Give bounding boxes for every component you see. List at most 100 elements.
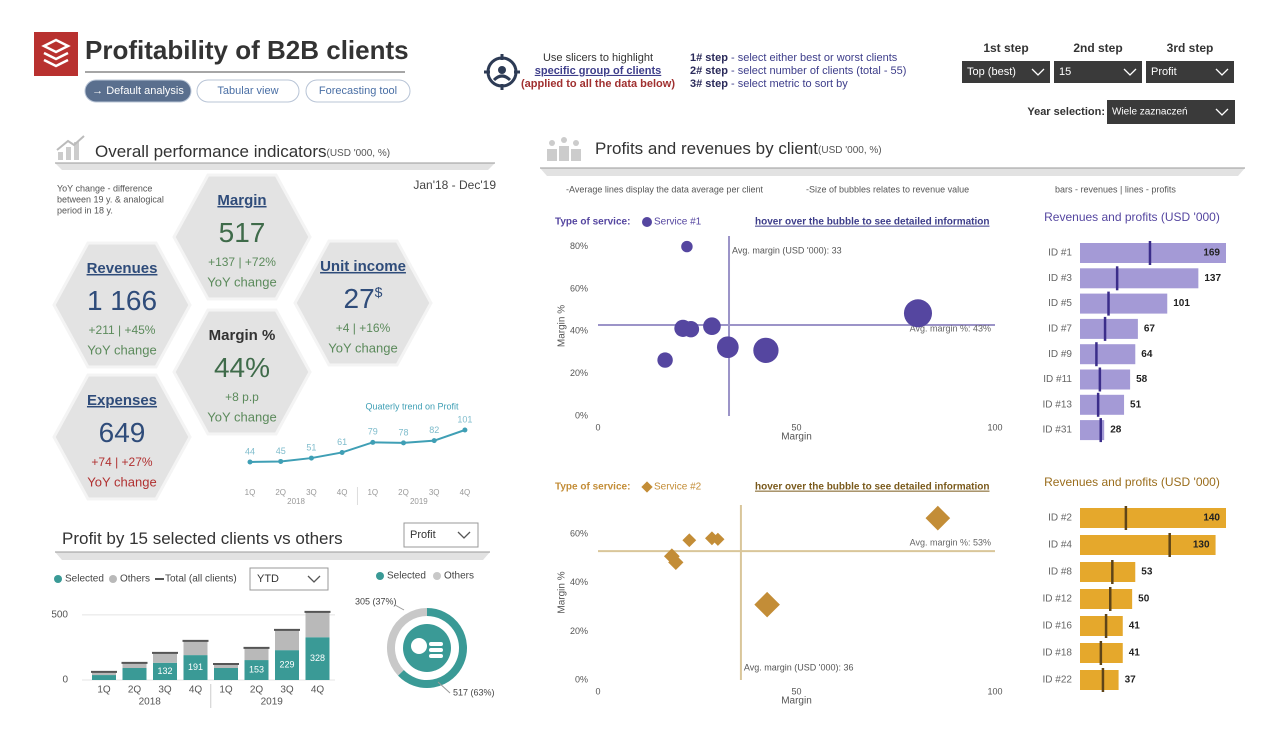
chevron	[307, 575, 321, 583]
tab[interactable]	[196, 79, 300, 103]
trend-title: Quaterly trend on Profit	[365, 401, 459, 411]
coin-stack	[429, 642, 443, 646]
kpi-note: YoY change	[328, 340, 397, 355]
step-text: - select number of clients (total - 55)	[728, 65, 907, 77]
slicer[interactable]	[1146, 61, 1234, 83]
bubble[interactable]	[682, 533, 697, 548]
period: Jan'18 - Dec'19	[413, 178, 496, 192]
bubble[interactable]	[716, 336, 739, 359]
tab-label[interactable]: Tabular view	[217, 85, 278, 97]
bubble[interactable]	[903, 299, 933, 328]
bar	[1080, 344, 1136, 365]
bar-segment	[153, 662, 177, 680]
kpi-hex	[293, 239, 433, 367]
legend-marker	[433, 572, 441, 580]
trend-label: 51	[306, 442, 316, 452]
logo-icon	[41, 38, 71, 68]
bubble[interactable]	[682, 320, 700, 338]
y-axis-label: Margin %	[557, 305, 568, 347]
bar-segment	[244, 660, 269, 680]
bubble[interactable]	[681, 240, 693, 253]
bar-label: 132	[157, 666, 172, 676]
icon-body	[571, 149, 581, 161]
category-label: ID #31	[1043, 425, 1073, 436]
year-slicer[interactable]	[1107, 100, 1235, 124]
hint-line: specific group of clients	[535, 65, 662, 77]
bar-segment	[214, 663, 238, 669]
tab-label[interactable]: Forecasting tool	[319, 85, 397, 97]
hover-link[interactable]: hover over the bubble to see detailed in…	[755, 482, 989, 493]
bubble[interactable]	[754, 591, 780, 618]
bubble[interactable]	[657, 352, 673, 368]
icon-line	[56, 135, 85, 151]
bar-segment	[275, 650, 299, 680]
category-label: ID #3	[1048, 273, 1072, 284]
section-title-text: Profit by 15 selected clients vs others	[62, 529, 343, 548]
bar	[1080, 243, 1226, 263]
kpi-change: +8 p.p	[225, 390, 259, 404]
donut-slice	[387, 608, 428, 676]
avg-y-label: Avg. margin %: 53%	[910, 538, 991, 548]
kpi-value: 1 166	[87, 285, 157, 316]
bubble[interactable]	[668, 554, 684, 570]
bubble[interactable]	[753, 337, 779, 363]
legend-title: Type of service:	[555, 217, 630, 228]
trend-point	[308, 455, 314, 461]
tab[interactable]	[305, 79, 411, 103]
slicer[interactable]	[962, 61, 1050, 83]
slicer-value[interactable]: 15	[1059, 66, 1071, 78]
hover-link[interactable]: hover over the bubble to see detailed in…	[755, 217, 989, 228]
trend-category: 4Q	[460, 488, 471, 497]
bar-segment	[183, 640, 208, 656]
slicer-value[interactable]: Profit	[1151, 66, 1177, 78]
x-tick-label: 0	[595, 686, 600, 696]
bubble[interactable]	[925, 505, 951, 531]
logo	[34, 32, 78, 76]
trend-label: 61	[337, 437, 347, 447]
year-value[interactable]: Wiele zaznaczeń	[1112, 107, 1188, 118]
bar-label: 328	[310, 653, 325, 663]
note-line: YoY change - difference	[57, 183, 152, 193]
metric-dropdown[interactable]	[403, 522, 479, 548]
x-axis-label: Margin	[781, 432, 812, 443]
y-tick-label: 500	[51, 609, 68, 620]
chevron	[1123, 68, 1137, 76]
y-tick-label: 80%	[570, 241, 588, 251]
bubble[interactable]	[703, 317, 721, 336]
kpi-note: YoY change	[207, 409, 276, 424]
tab[interactable]	[84, 79, 192, 103]
slicer-value[interactable]: Top (best)	[967, 66, 1016, 78]
bar	[1080, 508, 1226, 528]
period-dropdown[interactable]	[249, 567, 329, 591]
section-title-text: Overall performance indicators	[95, 142, 326, 161]
metric-value[interactable]: Profit	[410, 529, 436, 541]
slicer[interactable]	[1054, 61, 1142, 83]
step-line: 2# step - select number of clients (tota…	[690, 65, 906, 77]
bar-segment	[275, 629, 299, 651]
bubble[interactable]	[711, 532, 725, 546]
kpi-note: YoY change	[87, 342, 156, 357]
bar-label: 229	[279, 659, 294, 669]
x-tick-label: 3Q	[158, 685, 172, 696]
bar-segment	[122, 662, 147, 669]
bar-segment	[305, 637, 330, 680]
target-marks	[484, 54, 520, 90]
bar	[1080, 589, 1133, 609]
chevron	[1031, 68, 1045, 76]
category-label: ID #13	[1043, 399, 1073, 410]
slicer-label: 2nd step	[1073, 41, 1122, 55]
section-unit: (USD '000, %)	[326, 148, 390, 159]
category-label: ID #5	[1048, 298, 1072, 309]
bar-segment	[153, 652, 177, 663]
trend-point	[431, 438, 437, 444]
category-label: ID #1	[1048, 248, 1072, 259]
bar	[1080, 268, 1199, 289]
tab-label[interactable]: → Default analysis	[92, 85, 184, 97]
trend-point	[278, 458, 284, 464]
bar-label: 169	[1203, 248, 1220, 259]
period-value[interactable]: YTD	[257, 573, 279, 585]
kpi-hex	[52, 373, 192, 501]
kpi-hex	[52, 241, 192, 369]
y-tick-label: 0%	[575, 674, 588, 684]
